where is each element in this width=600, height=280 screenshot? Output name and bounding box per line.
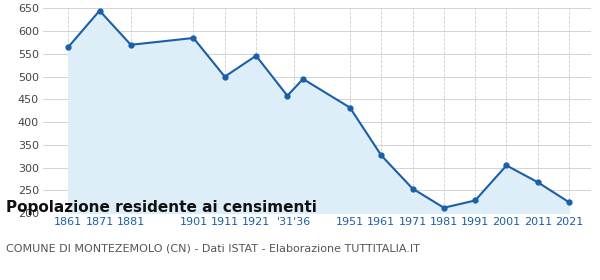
Text: Popolazione residente ai censimenti: Popolazione residente ai censimenti: [6, 200, 317, 215]
Text: COMUNE DI MONTEZEMOLO (CN) - Dati ISTAT - Elaborazione TUTTITALIA.IT: COMUNE DI MONTEZEMOLO (CN) - Dati ISTAT …: [6, 244, 420, 254]
